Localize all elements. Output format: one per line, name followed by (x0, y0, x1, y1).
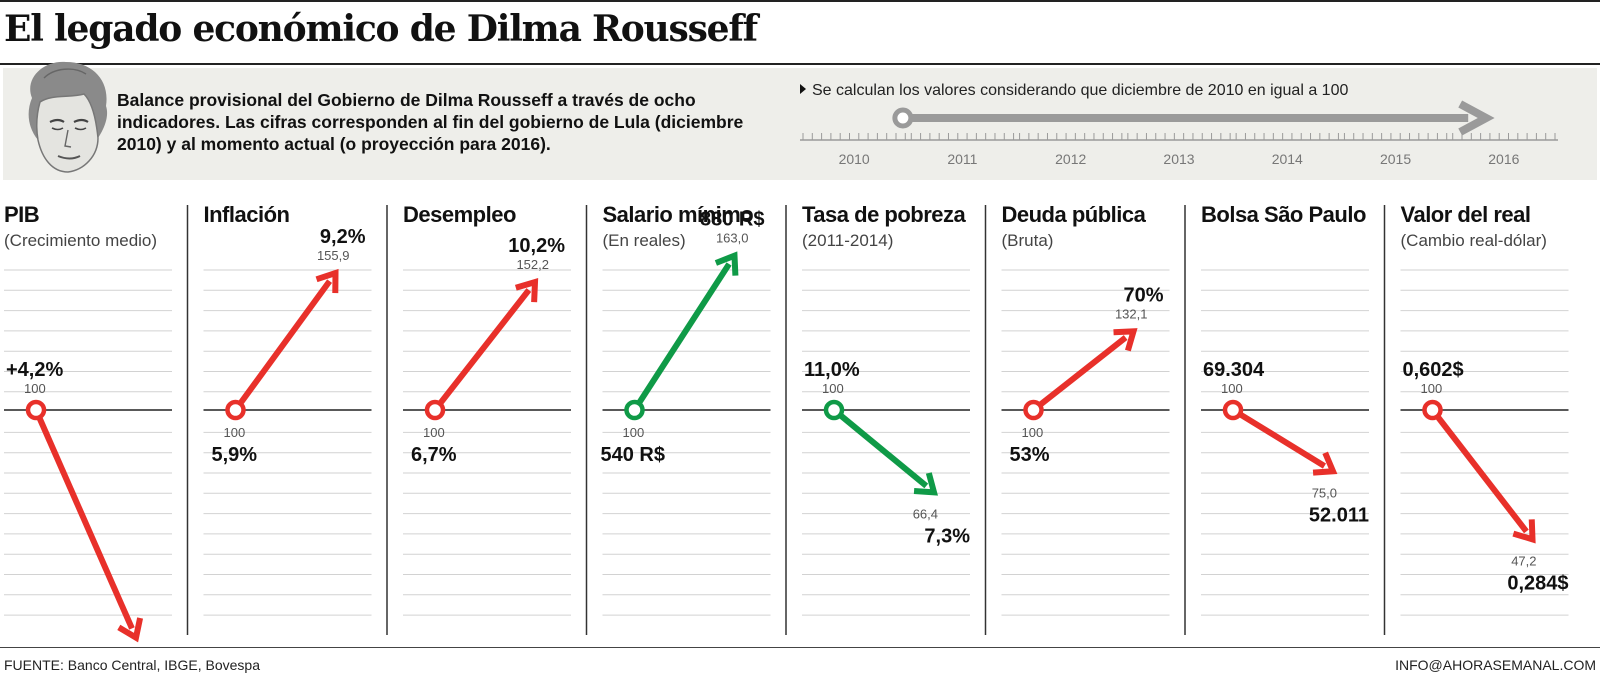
indicator-arrow-head (714, 251, 739, 276)
start-value-label: 53% (1010, 444, 1050, 466)
indicator-title: PIB (4, 202, 39, 227)
start-index-label: 100 (1022, 425, 1044, 440)
indicator-title: Deuda pública (1002, 202, 1147, 227)
end-value-label: 0,284$ (1507, 572, 1568, 594)
indicator-subtitle: (En reales) (603, 231, 686, 250)
portrait-illustration (28, 61, 108, 173)
end-value-label: 7,3% (924, 525, 970, 547)
indicator-start-marker (225, 399, 246, 421)
indicator-start-marker (1222, 399, 1244, 421)
end-value-label: 10,2% (508, 235, 565, 257)
end-index-label: 163,0 (716, 231, 749, 246)
indicator-arrow-head (1512, 519, 1536, 544)
indicator-panel: Valor del real (Cambio real-dólar) 0,602$1… (1383, 202, 1569, 635)
indicator-subtitle: (Cambio real-dólar) (1401, 231, 1547, 250)
top-rule (0, 0, 1600, 2)
start-index-label: 100 (822, 381, 844, 396)
start-index-label: 100 (224, 425, 246, 440)
indicator-arrow-shaft (1031, 335, 1128, 413)
start-value-label: 5,9% (212, 444, 258, 466)
indicator-title: Salario mínimo (603, 202, 754, 227)
start-value-label: 6,7% (411, 444, 457, 466)
end-index-label: 47,2 (1511, 553, 1536, 568)
indicator-subtitle: (2011-2014) (802, 231, 893, 250)
indicator-subtitle: (Bruta) (1002, 231, 1054, 250)
start-value-label: 11,0% (804, 359, 860, 381)
end-value-label: 880 R$ (700, 209, 765, 231)
start-index-label: 100 (423, 425, 445, 440)
end-index-label: 66,4 (913, 506, 938, 521)
start-value-label: 0,602$ (1403, 359, 1464, 381)
start-index-label: 100 (623, 425, 645, 440)
indicator-arrow-shaft (1430, 408, 1529, 534)
end-value-label: 70% (1123, 284, 1163, 306)
end-index-label: 155,9 (317, 248, 350, 263)
end-index-label: 132,1 (1115, 306, 1148, 321)
indicator-panel: Salario mínimo (En reales) 100 540 R$ 880 R$… (585, 202, 771, 635)
page-title: El legado económico de Dilma Rousseff (4, 8, 758, 50)
indicator-panel: Desempleo 100 6,7% 10,2%152,2 (386, 202, 571, 635)
start-index-label: 100 (24, 381, 46, 396)
start-value-label: 540 R$ (601, 444, 666, 466)
end-value-label: 52.011 (1309, 504, 1369, 526)
indicator-title: Desempleo (403, 202, 516, 227)
indicator-panels: PIB(Crecimiento medio)+4,2%1007,1+0,3%In… (4, 202, 1569, 643)
indicator-arrow-head (1312, 451, 1338, 476)
timeline-start-marker (892, 107, 914, 129)
timeline-note-text: Se calculan los valores considerando que… (812, 82, 1349, 99)
timeline-scale: 2010 2011 2012 2013 2014 2015 2016 (800, 100, 1558, 167)
indicator-start-marker (424, 399, 446, 421)
start-value-label: 69.304 (1203, 359, 1265, 381)
indicator-arrow-shaft (432, 288, 532, 412)
indicator-start-marker (25, 399, 47, 421)
indicator-arrow-shaft (631, 262, 732, 412)
indicator-arrow-head (514, 278, 539, 303)
indicator-title: Tasa de pobreza (802, 202, 967, 227)
timeline-year-label: 2015 (1380, 151, 1411, 167)
source-note: FUENTE: Banco Central, IBGE, Bovespa (4, 657, 260, 673)
indicator-arrow-shaft (33, 408, 135, 630)
indicator-start-marker (624, 399, 645, 421)
end-value-label: 9,2% (320, 226, 366, 248)
indicator-arrow-head (117, 617, 144, 643)
intro-text: Balance provisional del Gobierno de Dilm… (117, 90, 744, 154)
end-index-label: 75,0 (1312, 485, 1337, 500)
timeline: 2010 2011 2012 2013 2014 2015 2016 (800, 100, 1558, 167)
indicator-start-marker (823, 399, 845, 421)
indicator-arrow-head (913, 472, 938, 496)
indicator-arrow-shaft (233, 279, 333, 412)
timeline-year-label: 2016 (1488, 151, 1519, 167)
indicator-arrow-head (1113, 328, 1138, 352)
timeline-year-label: 2010 (839, 151, 870, 167)
indicator-start-marker (1422, 399, 1443, 421)
indicator-title: Inflación (204, 202, 290, 227)
bottom-rule (0, 647, 1600, 648)
indicator-arrow-shaft (832, 407, 929, 489)
credit-email: INFO@AHORASEMANAL.COM (1395, 657, 1596, 673)
end-index-label: 152,2 (516, 257, 549, 272)
indicator-arrow-shaft (1231, 407, 1327, 469)
timeline-year-label: 2014 (1272, 151, 1303, 167)
indicator-panel: Deuda pública (Bruta) 100 53% 70%132,1 (984, 202, 1170, 635)
timeline-year-label: 2011 (947, 151, 977, 167)
indicator-arrow-head (315, 268, 339, 294)
timeline-year-label: 2012 (1055, 151, 1086, 167)
indicator-panel: Inflación 100 5,9% 9,2%155,9 (186, 202, 372, 635)
timeline-arrow-head (1458, 100, 1495, 136)
triangle-bullet-icon (800, 84, 806, 94)
start-value-label: +4,2% (6, 359, 63, 381)
timeline-year-label: 2013 (1163, 151, 1194, 167)
indicator-panel: Tasa de pobreza (2011-2014) 11,0%100 66,4 7,… (785, 202, 970, 635)
indicator-subtitle: (Crecimiento medio) (4, 231, 157, 250)
timeline-note: Se calculan los valores considerando que… (800, 82, 1348, 100)
indicator-start-marker (1023, 399, 1044, 421)
start-index-label: 100 (1421, 381, 1443, 396)
title-rule (0, 63, 1600, 65)
indicator-title: Bolsa São Paulo (1201, 202, 1366, 227)
indicator-title: Valor del real (1401, 202, 1531, 227)
start-index-label: 100 (1221, 381, 1243, 396)
